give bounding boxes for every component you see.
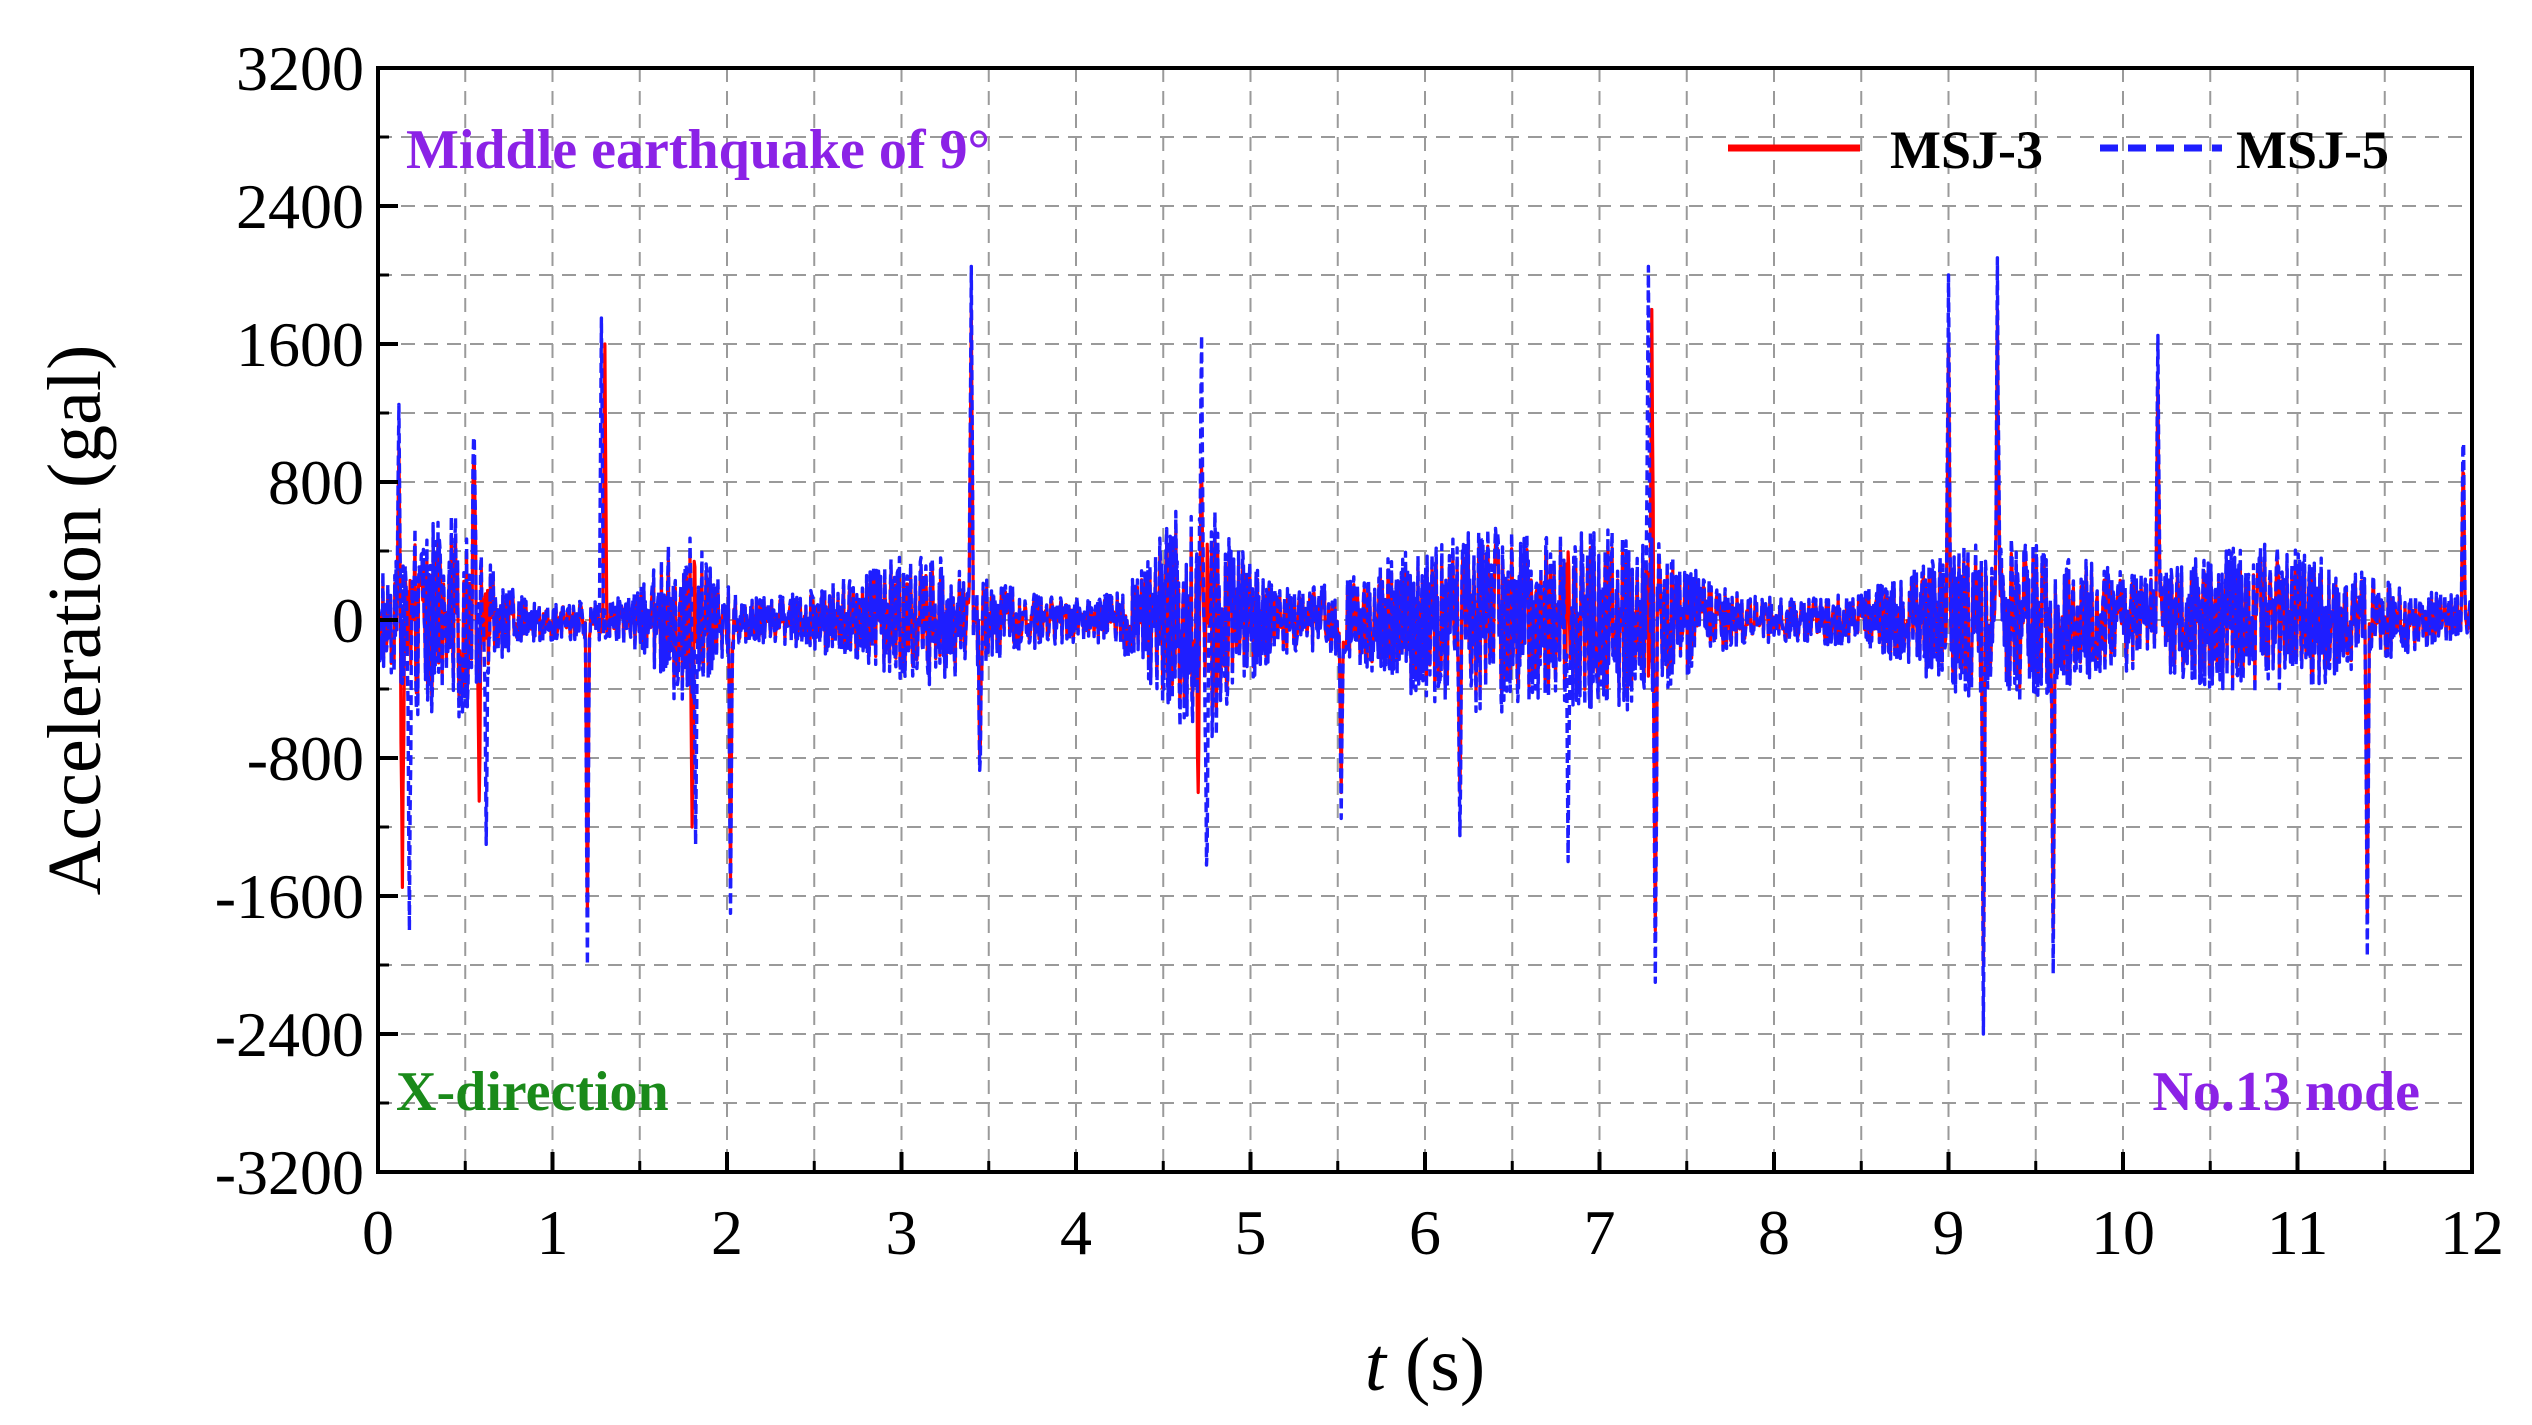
y-tick-label: -800	[247, 723, 364, 794]
legend-label-msj-5: MSJ-5	[2236, 120, 2389, 180]
ticks: 0 1 2 3 4 5 6 7 8 9 10 11 123200240016008000-800-160…	[215, 33, 2504, 1268]
x-tick-label: 5	[1235, 1197, 1267, 1268]
legend: MSJ-3 MSJ-5	[1728, 120, 2389, 180]
x-tick-label: 1	[537, 1197, 569, 1268]
x-tick-label: 8	[1758, 1197, 1790, 1268]
x-tick-label: 6	[1409, 1197, 1441, 1268]
x-tick-label: 2	[711, 1197, 743, 1268]
y-tick-label: 2400	[236, 171, 364, 242]
series-line-msj-5	[376, 256, 2474, 1036]
x-tick-label: 0	[362, 1197, 394, 1268]
y-tick-label: 800	[268, 447, 364, 518]
x-axis-title: t (s)	[1365, 1323, 1485, 1407]
x-tick-label: 12	[2440, 1197, 2504, 1268]
x-tick-label: 9	[1933, 1197, 1965, 1268]
y-tick-label: 3200	[236, 33, 364, 104]
legend-label-msj-3: MSJ-3	[1890, 120, 2043, 180]
x-tick-label: 10	[2091, 1197, 2155, 1268]
x-axis-unit: (s)	[1386, 1323, 1485, 1407]
y-tick-label: 0	[332, 585, 364, 656]
y-tick-label: 1600	[236, 309, 364, 380]
x-tick-label: 7	[1584, 1197, 1616, 1268]
series-layer	[376, 256, 2474, 1036]
y-tick-label: -1600	[215, 861, 364, 932]
y-axis-title: Acceleration (gal)	[33, 345, 117, 896]
y-tick-label: -2400	[215, 999, 364, 1070]
annotation-condition: Middle earthquake of 9°	[406, 119, 990, 181]
x-tick-label: 4	[1060, 1197, 1092, 1268]
y-tick-label: -3200	[215, 1137, 364, 1208]
annotation-node: No.13 node	[2152, 1061, 2420, 1123]
x-axis-variable: t	[1365, 1323, 1388, 1407]
annotation-direction: X-direction	[396, 1061, 669, 1123]
x-tick-label: 11	[2267, 1197, 2329, 1268]
x-tick-label: 3	[886, 1197, 918, 1268]
